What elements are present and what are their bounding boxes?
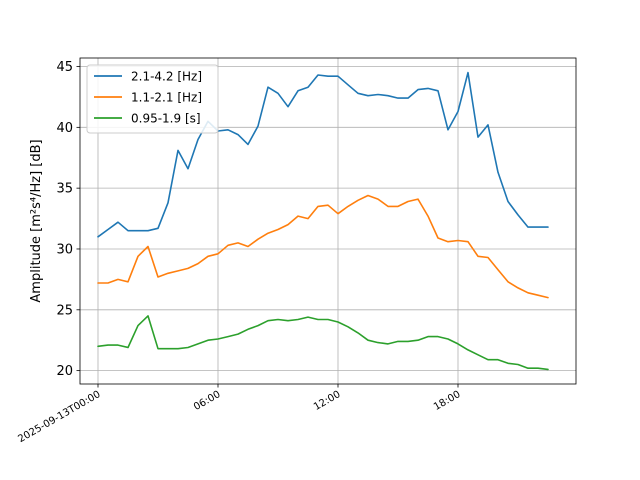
y-axis-label: Amplitude [m²s⁴/Hz] [dB]	[29, 139, 44, 302]
y-tick-label: 30	[56, 242, 73, 257]
x-tick-label: 06:00	[192, 389, 222, 413]
legend-box	[86, 64, 219, 134]
legend: 2.1-4.2 [Hz] 1.1-2.1 [Hz] 0.95-1.9 [s]	[86, 64, 219, 134]
legend-label: 2.1-4.2 [Hz]	[131, 70, 202, 84]
series-layer	[97, 71, 549, 371]
y-tick-label: 25	[56, 303, 73, 318]
y-tick-label: 45	[56, 60, 73, 75]
x-tick-label: 2025-09-13T00:00	[16, 389, 102, 445]
y-tick-label: 20	[56, 364, 73, 379]
axis-ticks: 2025-09-13T00:00 06:00 12:00 18:00 20 25 30 35 4…	[16, 60, 462, 445]
series-line-3	[97, 315, 549, 371]
series-line-2	[97, 194, 549, 299]
y-tick-label: 40	[56, 121, 73, 136]
legend-label: 0.95-1.9 [s]	[131, 112, 201, 126]
legend-label: 1.1-2.1 [Hz]	[131, 91, 202, 105]
x-tick-label: 12:00	[312, 389, 342, 413]
series-line-1	[97, 71, 549, 238]
plot-frame	[79, 57, 577, 385]
y-tick-label: 35	[56, 182, 73, 197]
x-tick-label: 18:00	[432, 389, 462, 413]
